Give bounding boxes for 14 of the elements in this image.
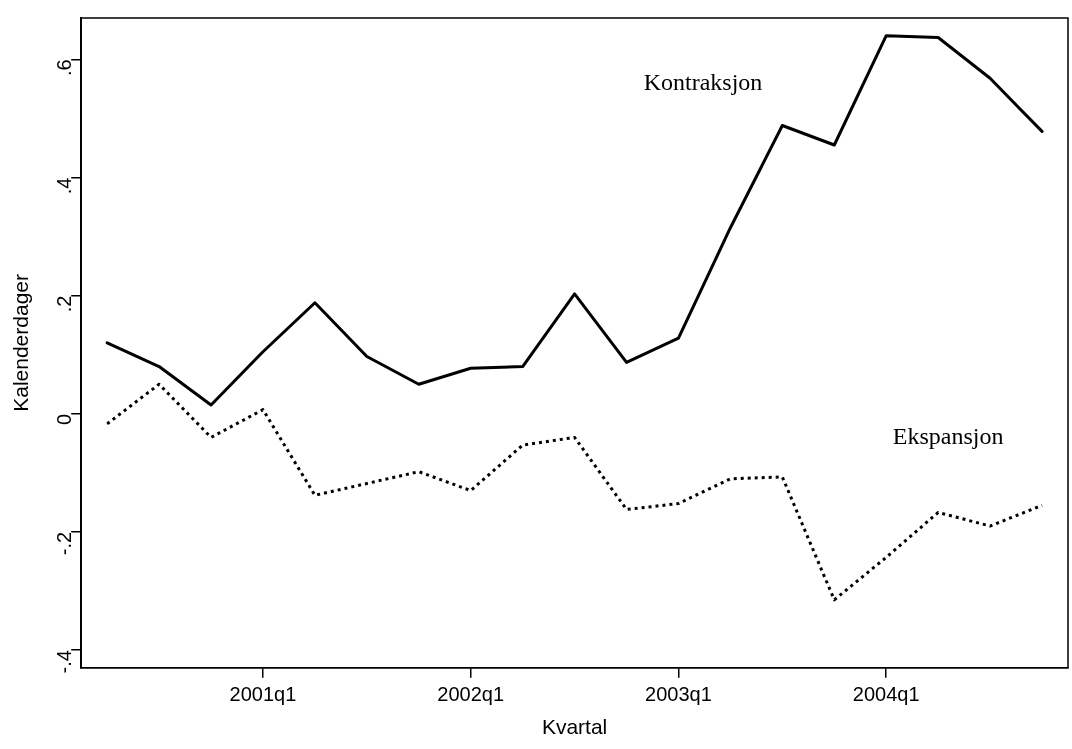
y-tick-label: -.2 [52,531,75,556]
x-axis-title: Kvartal [541,715,608,739]
y-axis-title: Kalenderdager [9,274,33,412]
x-tick-label: 2001q1 [229,683,297,706]
text: Ekspansjon [892,422,1004,449]
y-tick-label: -.4 [52,650,75,674]
series-label: Kontraksjon [643,68,763,95]
y-tick-label: .6 [52,59,75,77]
y-tick-label: .2 [52,295,75,313]
x-tick-label: 2003q1 [645,683,712,706]
y-tick-label: 0 [52,413,75,425]
x-tick-label: 2004q1 [852,683,920,706]
x-tick-label: 2002q1 [437,683,505,706]
y-tick-label: .4 [52,177,75,195]
